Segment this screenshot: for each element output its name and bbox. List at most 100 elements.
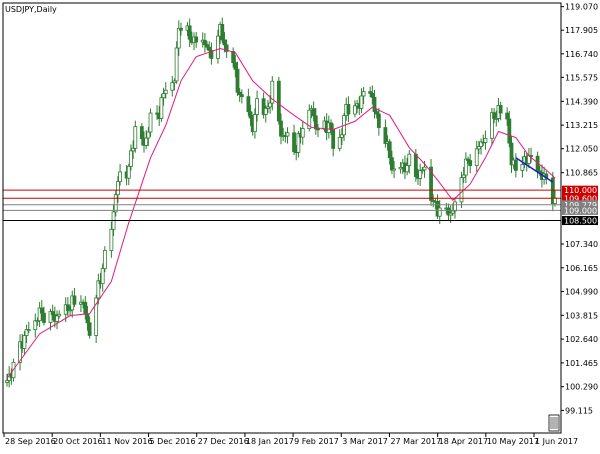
candle — [339, 128, 344, 146]
x-tick-label: 28 Sep 2016 — [5, 437, 56, 446]
candle-body — [42, 312, 46, 323]
candle-body — [72, 295, 77, 305]
candle — [492, 108, 497, 124]
candle — [296, 130, 301, 158]
candle — [126, 163, 131, 186]
candle — [163, 82, 168, 99]
candle — [368, 86, 373, 98]
candle-body — [33, 320, 38, 331]
candle-body — [513, 159, 518, 171]
candle-body — [550, 177, 555, 204]
x-tick-label: 9 Feb 2017 — [294, 437, 339, 446]
candle — [311, 101, 316, 122]
candle-body — [359, 95, 364, 109]
candle — [398, 161, 403, 174]
candle-body — [246, 96, 251, 113]
candle-body — [235, 68, 240, 93]
candle-body — [292, 132, 296, 153]
candle-body — [398, 166, 403, 170]
candle-body — [83, 301, 88, 315]
candle-body — [279, 120, 283, 137]
candle — [42, 306, 46, 326]
candle-body — [313, 115, 318, 130]
candle-body — [520, 164, 525, 171]
candle — [18, 334, 22, 371]
candle — [370, 85, 375, 105]
candle — [102, 246, 107, 273]
candle-body — [285, 132, 290, 137]
candle — [390, 150, 394, 175]
candle — [316, 124, 320, 138]
y-tick-label: 102.640 — [565, 335, 598, 344]
candle-body — [194, 36, 199, 43]
candle — [346, 96, 351, 123]
candle-body — [372, 96, 377, 112]
candle — [216, 29, 220, 64]
candle-body — [268, 102, 273, 108]
scale-box — [548, 414, 560, 432]
candle-body — [429, 166, 433, 201]
candle — [146, 127, 151, 147]
y-tick-label: 119.070 — [565, 3, 598, 12]
candle-body — [170, 82, 175, 91]
level-label: 110.000 — [564, 186, 597, 195]
candle-body — [300, 128, 305, 138]
candle — [24, 324, 29, 343]
candle — [144, 130, 149, 150]
trendline — [515, 157, 554, 183]
candle-body — [129, 150, 133, 167]
candle — [5, 373, 9, 387]
candle-body — [255, 98, 259, 115]
candle-body — [144, 137, 149, 146]
candle-body — [418, 170, 423, 179]
candle — [26, 321, 31, 334]
level-label: 109.279 — [564, 201, 597, 210]
candle — [359, 88, 364, 114]
candle-body — [26, 329, 31, 332]
candle-body — [374, 111, 379, 115]
candle-body — [483, 137, 488, 143]
candle-body — [537, 170, 542, 173]
candle-body — [87, 322, 92, 336]
candle — [94, 294, 99, 344]
candle — [463, 152, 468, 183]
candle-body — [339, 134, 344, 138]
candle — [174, 41, 179, 84]
candle-body — [509, 142, 514, 166]
candle — [313, 107, 318, 135]
candle-body — [329, 122, 333, 130]
candle — [22, 331, 27, 356]
y-tick-label: 115.575 — [565, 73, 598, 82]
candle — [490, 107, 494, 146]
y-tick-label: 99.115 — [565, 406, 593, 415]
candle-body — [113, 194, 118, 213]
candle — [466, 156, 470, 164]
candle-body — [57, 313, 62, 317]
candle — [55, 310, 59, 330]
candle-body — [368, 91, 373, 94]
candle — [420, 166, 425, 174]
x-tick-label: 3 Mar 2017 — [342, 437, 388, 446]
candle — [224, 39, 229, 58]
candle-body — [222, 39, 227, 46]
candle — [170, 76, 175, 97]
moving-average-line — [6, 48, 556, 379]
level-label-box — [562, 205, 598, 215]
candle-body — [94, 297, 99, 336]
candle — [179, 22, 183, 36]
candle-body — [316, 128, 320, 131]
candle-body — [102, 250, 107, 270]
candle-body — [48, 311, 53, 323]
candle-body — [179, 27, 183, 31]
candle — [507, 110, 512, 148]
candle — [194, 32, 199, 48]
y-tick-label: 103.815 — [565, 311, 598, 320]
candle — [392, 160, 396, 179]
candle — [35, 317, 40, 326]
candle — [453, 198, 457, 219]
candle-body — [233, 62, 238, 70]
plot-frame — [2, 2, 562, 434]
candle-body — [148, 112, 153, 133]
y-tick-label: 112.050 — [565, 145, 598, 154]
